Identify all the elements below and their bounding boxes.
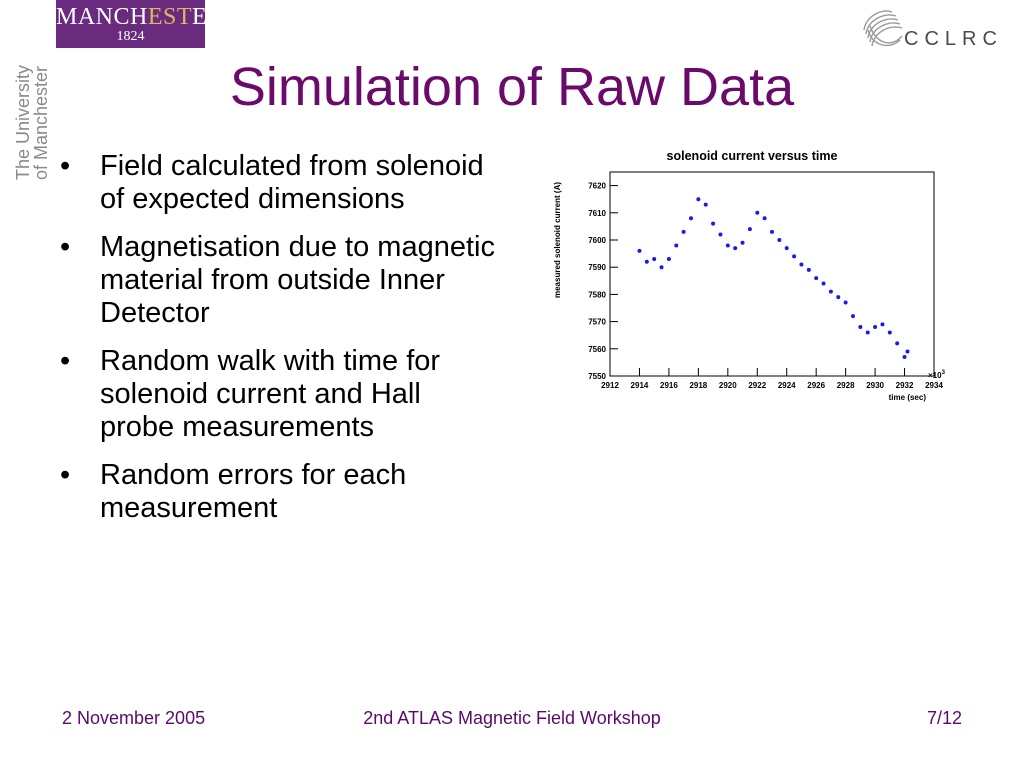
x-tick-label: 2926 bbox=[807, 381, 825, 390]
data-point bbox=[725, 243, 730, 248]
data-point bbox=[674, 243, 679, 248]
chart-x-multiplier-base: ×10 bbox=[928, 371, 942, 380]
y-tick-label: 7590 bbox=[588, 263, 606, 272]
data-point bbox=[836, 295, 841, 300]
data-point bbox=[740, 240, 745, 245]
x-tick-label: 2924 bbox=[778, 381, 796, 390]
data-point bbox=[828, 289, 833, 294]
x-tick-label: 2916 bbox=[660, 381, 678, 390]
data-point bbox=[895, 341, 900, 346]
x-tick-label: 2914 bbox=[631, 381, 649, 390]
data-point bbox=[880, 322, 885, 327]
plot-frame bbox=[609, 171, 935, 377]
data-point bbox=[689, 216, 693, 221]
bullet-text: Random walk with time for solenoid curre… bbox=[100, 345, 441, 443]
y-tick-label: 7580 bbox=[588, 290, 606, 299]
x-tick-label: 2928 bbox=[837, 381, 855, 390]
data-point bbox=[814, 276, 819, 281]
x-tick-label: 2932 bbox=[896, 381, 914, 390]
data-point bbox=[711, 221, 716, 226]
data-point bbox=[762, 216, 767, 221]
data-point bbox=[755, 210, 760, 215]
bullet-list: • Field calculated from solenoid of expec… bbox=[60, 150, 500, 540]
bullet-item: • Field calculated from solenoid of expec… bbox=[60, 150, 500, 216]
data-point bbox=[902, 354, 907, 359]
manchester-year: 1824 bbox=[116, 29, 145, 44]
bullet-item: • Random walk with time for solenoid curr… bbox=[60, 345, 500, 444]
chart-x-multiplier-exp: 3 bbox=[942, 370, 946, 376]
bullet-text: Field calculated from solenoid of expect… bbox=[100, 150, 484, 215]
x-axis: 2912 2914 2916 2918 2920 2922 2924 2926 2928 2930… bbox=[601, 368, 943, 390]
data-point bbox=[666, 257, 671, 262]
data-point bbox=[718, 232, 723, 237]
footer-date: 2 November 2005 bbox=[62, 708, 206, 728]
data-point bbox=[733, 246, 738, 251]
bullet-dot: • bbox=[60, 231, 71, 263]
data-point bbox=[659, 265, 664, 270]
x-tick-label: 2912 bbox=[601, 381, 619, 390]
data-point bbox=[873, 325, 878, 330]
x-tick-label: 2920 bbox=[719, 381, 737, 390]
data-point bbox=[681, 229, 686, 234]
cclrc-swirl-icon bbox=[863, 10, 903, 47]
data-point bbox=[806, 267, 811, 272]
bullet-dot: • bbox=[60, 459, 71, 491]
chart-x-label: time (sec) bbox=[889, 393, 927, 402]
y-tick-label: 7560 bbox=[588, 345, 606, 354]
data-point bbox=[887, 330, 892, 335]
data-point bbox=[784, 246, 789, 251]
bullet-dot: • bbox=[60, 345, 71, 377]
data-point bbox=[703, 202, 708, 207]
data-point bbox=[747, 227, 752, 232]
data-point bbox=[865, 330, 870, 335]
data-point bbox=[644, 259, 649, 264]
data-point bbox=[851, 314, 855, 319]
data-point bbox=[799, 262, 804, 267]
chart-title: solenoid current versus time bbox=[667, 149, 838, 163]
footer-event: 2nd ATLAS Magnetic Field Workshop bbox=[363, 708, 661, 728]
solenoid-current-chart: solenoid current versus time measured so… bbox=[553, 149, 946, 402]
x-tick-label: 2930 bbox=[866, 381, 884, 390]
y-tick-label: 7570 bbox=[588, 318, 606, 327]
x-tick-label: 2922 bbox=[748, 381, 766, 390]
data-point bbox=[905, 349, 910, 354]
cclrc-text: CCLRC bbox=[904, 28, 1003, 50]
bullet-dot: • bbox=[60, 150, 71, 182]
data-point bbox=[652, 257, 657, 262]
chart-y-label: measured solenoid current (A) bbox=[553, 182, 562, 298]
data-point bbox=[777, 238, 782, 242]
data-point bbox=[637, 248, 642, 253]
wordmark-est: EST bbox=[147, 4, 193, 30]
manchester-wordmark: MANCHESTER bbox=[56, 4, 223, 30]
university-of-manchester-logo: MANCHESTER 1824 bbox=[56, 0, 223, 48]
wordmark-part: ER bbox=[192, 4, 224, 30]
data-point bbox=[792, 254, 797, 259]
bullet-text: Magnetisation due to magnetic material f… bbox=[100, 231, 495, 329]
wordmark-part: MANCH bbox=[56, 4, 148, 30]
chart-x-multiplier: ×103 bbox=[928, 370, 946, 380]
data-point bbox=[821, 281, 826, 286]
x-tick-label: 2918 bbox=[689, 381, 707, 390]
slide-title: Simulation of Raw Data bbox=[229, 57, 795, 117]
y-tick-label: 7600 bbox=[588, 236, 606, 245]
bullet-text: Random errors for each measurement bbox=[100, 459, 407, 524]
footer-page-number: 7/12 bbox=[926, 708, 962, 728]
bullet-item: • Magnetisation due to magnetic material … bbox=[60, 231, 500, 330]
data-point bbox=[770, 229, 774, 234]
y-tick-label: 7550 bbox=[588, 372, 606, 381]
y-tick-label: 7610 bbox=[588, 209, 606, 218]
data-point bbox=[696, 197, 701, 202]
data-points bbox=[637, 197, 910, 359]
data-point bbox=[858, 325, 863, 330]
bullet-item: • Random errors for each measurement bbox=[60, 459, 500, 525]
data-point bbox=[843, 300, 848, 305]
x-tick-label: 2934 bbox=[925, 381, 943, 390]
y-tick-label: 7620 bbox=[588, 182, 606, 191]
cclrc-logo: CCLRC bbox=[858, 4, 1008, 60]
y-axis: 7550 7560 7570 7580 7590 7600 7610 7620 bbox=[588, 182, 618, 381]
